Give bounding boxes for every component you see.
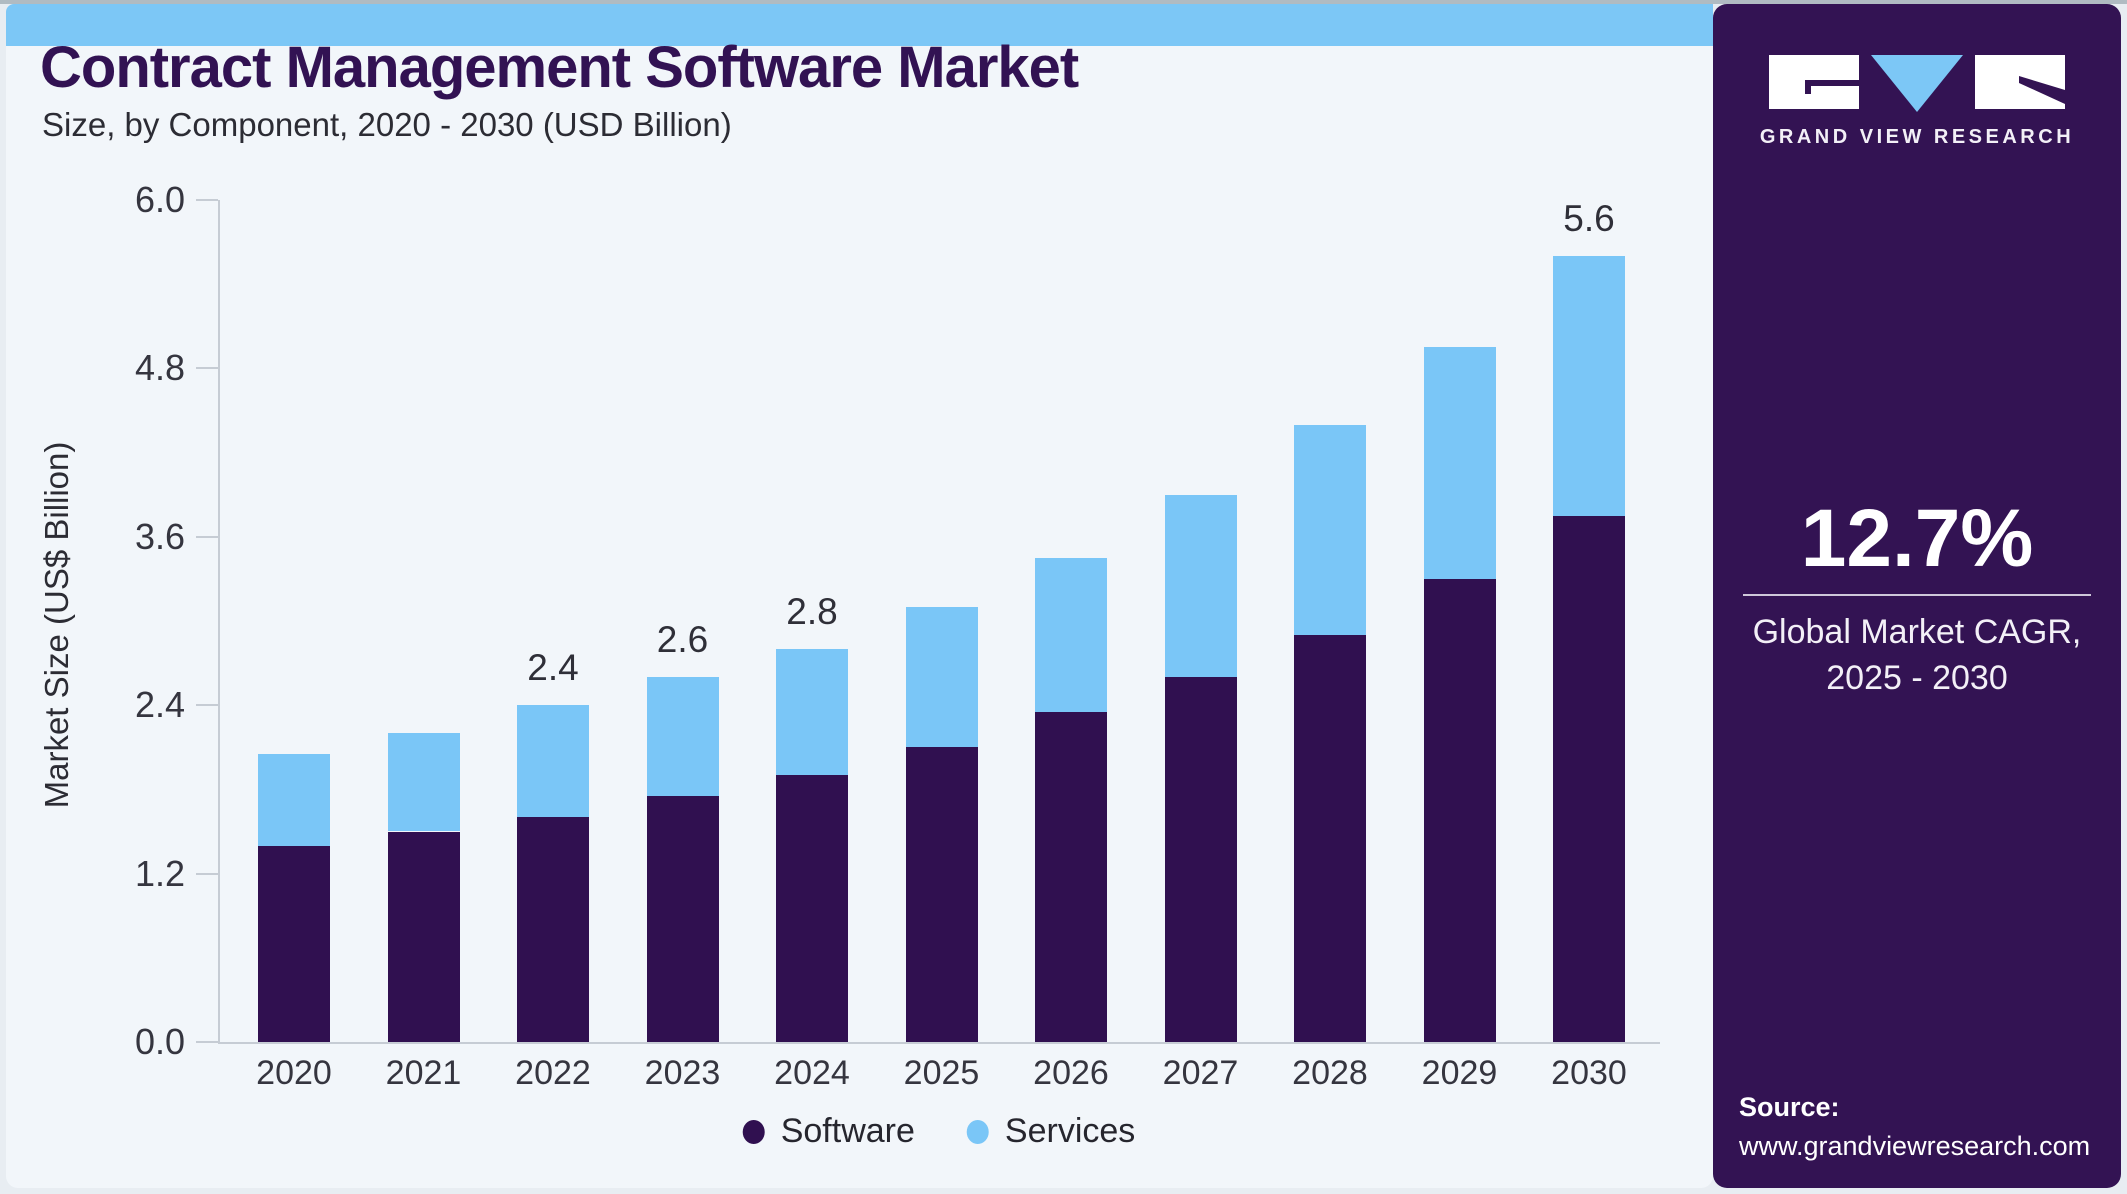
bar-services-2025 [905,606,978,748]
page-subtitle: Size, by Component, 2020 - 2030 (USD Bil… [42,106,732,143]
bar-services-2026 [1035,557,1107,713]
y-tick-mark [196,704,218,707]
cagr-label-line1: Global Market CAGR, [1752,613,2082,651]
y-tick-mark [196,199,218,202]
bar-software-2024 [776,775,848,1042]
bar-software-2029 [1423,578,1496,1042]
bar-software-2028 [1294,635,1366,1042]
legend-item-services: Services [966,1112,1136,1151]
x-tick-label-2028: 2028 [1292,1054,1368,1092]
source-url: www.grandviewresearch.com [1739,1131,2091,1161]
legend-swatch-services [966,1119,989,1144]
y-tick-label: 6.0 [134,179,185,221]
x-axis-line [218,1042,1660,1044]
total-label-2024: 2.8 [786,591,838,633]
logo-v-triangle [1871,55,1963,112]
y-axis-line [218,200,220,1042]
y-tick-label: 4.8 [134,347,185,389]
top-hairline [0,0,2127,4]
bar-software-2026 [1035,712,1107,1042]
x-tick-label-2024: 2024 [774,1054,850,1092]
x-tick-label-2021: 2021 [385,1054,462,1092]
y-tick-mark [196,367,218,370]
legend-label-software: Software [780,1112,915,1150]
bar-services-2027 [1164,494,1237,678]
bar-software-2021 [387,831,460,1042]
x-tick-label-2030: 2030 [1551,1054,1627,1092]
bar-software-2025 [905,747,978,1042]
x-tick-label-2025: 2025 [903,1054,980,1092]
y-tick-mark [196,1041,218,1043]
source-label: Source: [1739,1092,1840,1122]
gvr-logo-icon [1769,55,2065,112]
chart-legend: Software Services [742,1112,1136,1151]
cagr-label-line2: 2025 - 2030 [1826,658,2008,697]
x-tick-label-2027: 2027 [1162,1054,1239,1092]
bar-software-2030 [1553,515,1625,1042]
y-tick-mark [196,535,218,538]
bar-services-2020 [258,754,330,846]
bar-services-2023 [646,677,719,797]
y-tick-label: 1.2 [134,852,185,894]
source-block: Source: www.grandviewresearch.com [1739,1092,2090,1162]
legend-item-software: Software [742,1112,915,1151]
logo-r-glyph [2019,76,2065,104]
logo-g-glyph [1805,80,1859,94]
x-tick-label-2026: 2026 [1033,1054,1109,1092]
total-label-2030: 5.6 [1563,198,1615,240]
brand-name: GRAND VIEW RESEARCH [1759,126,2075,148]
bar-software-2027 [1164,677,1237,1042]
x-tick-label-2029: 2029 [1421,1054,1498,1092]
total-label-2023: 2.6 [656,619,709,661]
brand-sidebar: GRAND VIEW RESEARCH 12.7% Global Market … [1713,4,2121,1188]
y-axis-title: Market Size (US$ Billion) [38,441,75,809]
bar-software-2023 [646,796,719,1042]
bar-services-2028 [1294,424,1366,636]
legend-label-services: Services [1004,1112,1136,1150]
cagr-divider [1743,594,2091,596]
y-tick-label: 2.4 [134,684,185,726]
bar-software-2020 [258,845,330,1042]
legend-swatch-software [742,1119,765,1144]
bar-software-2022 [517,817,589,1042]
y-tick-label: 3.6 [134,515,185,557]
page-title: Contract Management Software Market [40,35,1079,100]
total-label-2022: 2.4 [527,647,579,689]
bar-services-2024 [776,649,848,776]
cagr-label: Global Market CAGR, 2025 - 2030 [1713,610,2121,702]
bar-services-2030 [1553,256,1625,516]
bar-services-2021 [387,733,460,832]
top-accent-strip [6,4,1713,46]
x-tick-label-2023: 2023 [644,1054,721,1092]
bar-services-2022 [517,705,589,818]
bar-services-2029 [1423,347,1496,579]
cagr-value: 12.7% [1800,493,2034,584]
x-tick-label-2020: 2020 [256,1054,332,1092]
y-tick-mark [196,872,218,875]
y-tick-label: 0.0 [134,1021,185,1062]
x-tick-label-2022: 2022 [515,1054,591,1092]
